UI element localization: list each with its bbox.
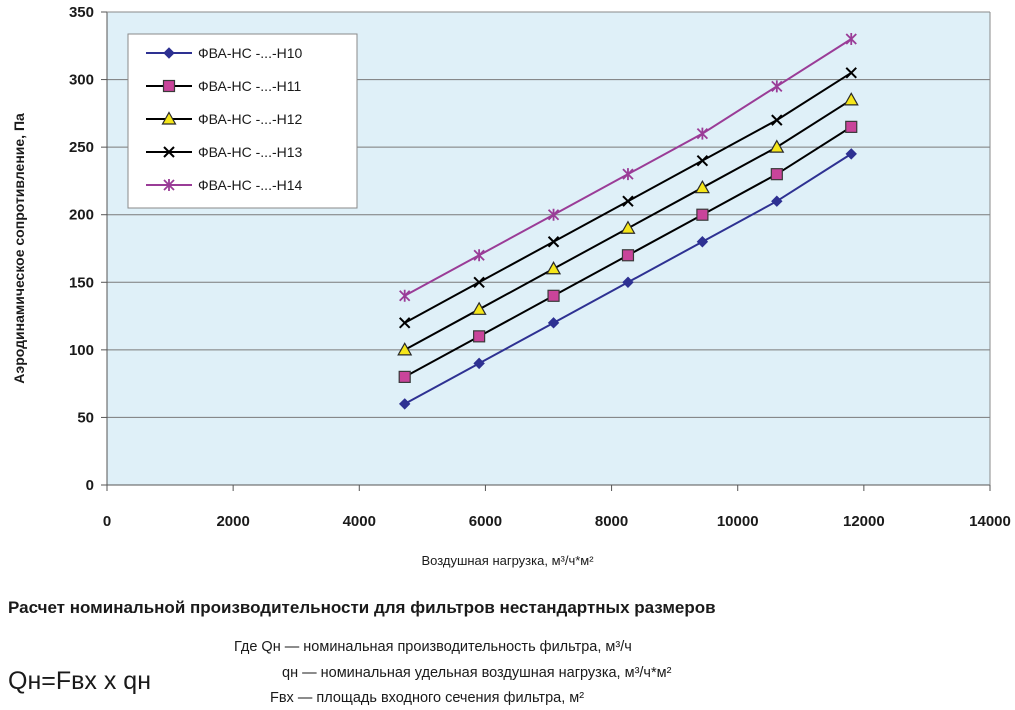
star-marker: [547, 208, 560, 221]
square-marker: [770, 168, 783, 181]
x-tick-label: 2000: [216, 513, 249, 530]
x-marker: [622, 195, 634, 207]
series-1: [398, 148, 857, 410]
legend-label: ФВА-НС -...-Н11: [198, 78, 301, 94]
x-tick-label: 4000: [343, 513, 376, 530]
x-tick-label: 12000: [843, 513, 885, 530]
star-marker: [473, 249, 485, 262]
triangle-marker: [397, 342, 413, 356]
legend-label: ФВА-НС -...-Н13: [198, 144, 303, 160]
square-marker: [398, 370, 411, 383]
triangle-marker: [620, 220, 636, 234]
diamond-marker: [771, 195, 783, 207]
triangle-marker: [161, 111, 177, 125]
diamond-marker: [163, 47, 175, 59]
y-tick-label: 200: [69, 207, 94, 224]
x-marker: [845, 67, 857, 79]
triangle-marker: [546, 261, 562, 275]
legend-label: ФВА-НС -...-Н12: [198, 111, 303, 127]
series-4: [398, 67, 857, 329]
diamond-marker: [547, 317, 560, 329]
y-tick-label: 350: [69, 4, 94, 21]
x-marker: [696, 154, 709, 167]
star-marker: [622, 168, 634, 181]
diamond-marker: [622, 276, 634, 288]
star-marker: [771, 80, 783, 93]
legend-item: ФВА-НС -...-Н10: [146, 45, 303, 61]
legend-item: ФВА-НС -...-Н11: [146, 78, 301, 94]
legend: ФВА-НС -...-Н10 ФВА-НС -...-Н11 ФВА-НС -..…: [127, 33, 358, 209]
formula: Qн=Fвх x qн: [8, 667, 152, 695]
diamond-marker: [398, 398, 411, 410]
legend-item: ФВА-НС -...-Н12: [146, 111, 303, 127]
diamond-marker: [845, 148, 857, 160]
x-tick-label: 14000: [969, 513, 1011, 530]
series-5: [399, 33, 857, 302]
x-axis-label: Воздушная нагрузка, м³/ч*м²: [421, 553, 594, 568]
triangle-marker: [471, 301, 487, 315]
diamond-marker: [473, 357, 485, 370]
star-marker: [696, 127, 709, 140]
series-3: [397, 92, 859, 356]
diamond-marker: [696, 236, 709, 248]
legend-label: ФВА-НС -...-Н10: [198, 45, 303, 61]
y-tick-label: 250: [69, 139, 94, 156]
x-marker: [473, 276, 485, 288]
y-tick-label: 50: [77, 409, 94, 426]
x-tick-label: 10000: [717, 513, 759, 530]
y-tick-label: 0: [86, 477, 94, 494]
square-marker: [162, 79, 176, 93]
aerodynamic-resistance-chart: 0 50 100 150 200 250 300 350 0 2000 4000 6000 8000 10…: [11, 4, 1011, 530]
square-marker: [696, 208, 709, 221]
star-marker: [399, 289, 411, 302]
triangle-marker: [769, 139, 785, 153]
square-marker: [621, 249, 635, 262]
x-marker: [547, 236, 560, 248]
square-marker: [845, 120, 858, 133]
x-tick-label: 8000: [595, 513, 628, 530]
series-2: [398, 120, 858, 383]
legend-label: ФВА-НС -...-Н14: [198, 177, 303, 193]
x-marker: [771, 114, 783, 126]
definition-qn-specific: qн — номинальная удельная воздушная нагр…: [282, 665, 672, 681]
triangle-marker: [843, 92, 859, 106]
star-marker: [163, 179, 175, 191]
y-axis-label: Аэродинамическое сопротивление, Па: [11, 113, 27, 384]
star-marker: [845, 33, 857, 46]
definition-fvx-area: Fвх — площадь входного сечения фильтра, …: [270, 690, 585, 706]
definition-qn-total: Где Qн — номинальная производительность …: [234, 639, 632, 655]
triangle-marker: [694, 179, 710, 194]
legend-item: ФВА-НС -...-Н14: [146, 177, 303, 193]
square-marker: [547, 289, 560, 302]
section-title: Расчет номинальной производительности дл…: [8, 598, 716, 617]
square-marker: [473, 330, 486, 343]
x-tick-label: 0: [103, 513, 111, 530]
y-tick-label: 300: [69, 72, 94, 89]
y-tick-label: 150: [69, 274, 94, 291]
x-marker: [163, 146, 175, 158]
x-marker: [398, 317, 411, 329]
legend-item: ФВА-НС -...-Н13: [146, 144, 303, 160]
x-tick-label: 6000: [469, 513, 502, 530]
y-tick-label: 100: [69, 342, 94, 359]
